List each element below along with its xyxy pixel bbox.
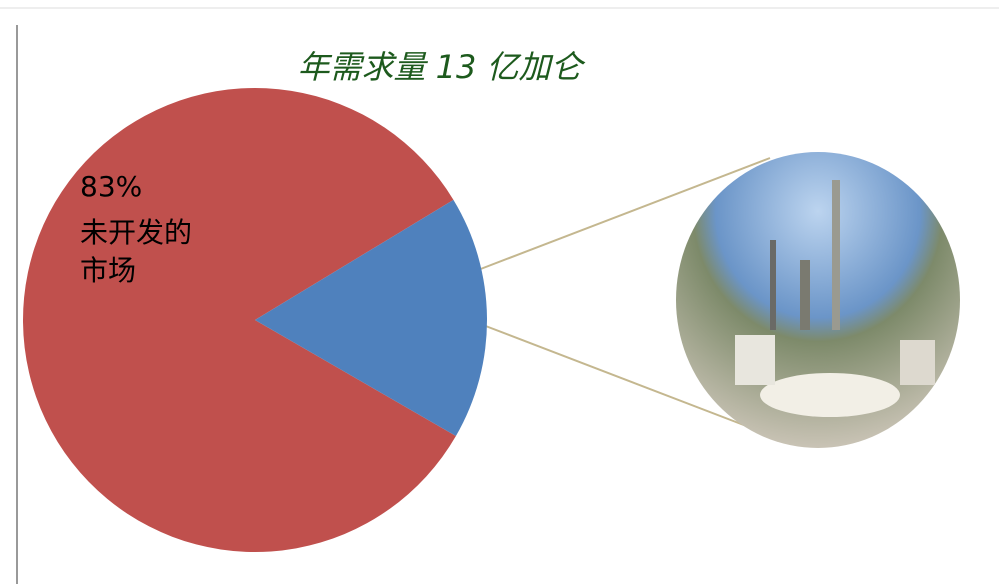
pie-slice bbox=[23, 88, 456, 553]
pie-slice bbox=[255, 199, 488, 436]
category-label: 未开发的市场 bbox=[80, 216, 193, 287]
connector bbox=[477, 157, 771, 271]
chart-title: 年需求量 13 亿加仑 bbox=[297, 48, 583, 86]
connector bbox=[482, 324, 763, 433]
data-label: 83% bbox=[80, 170, 143, 203]
photo bbox=[676, 152, 960, 448]
